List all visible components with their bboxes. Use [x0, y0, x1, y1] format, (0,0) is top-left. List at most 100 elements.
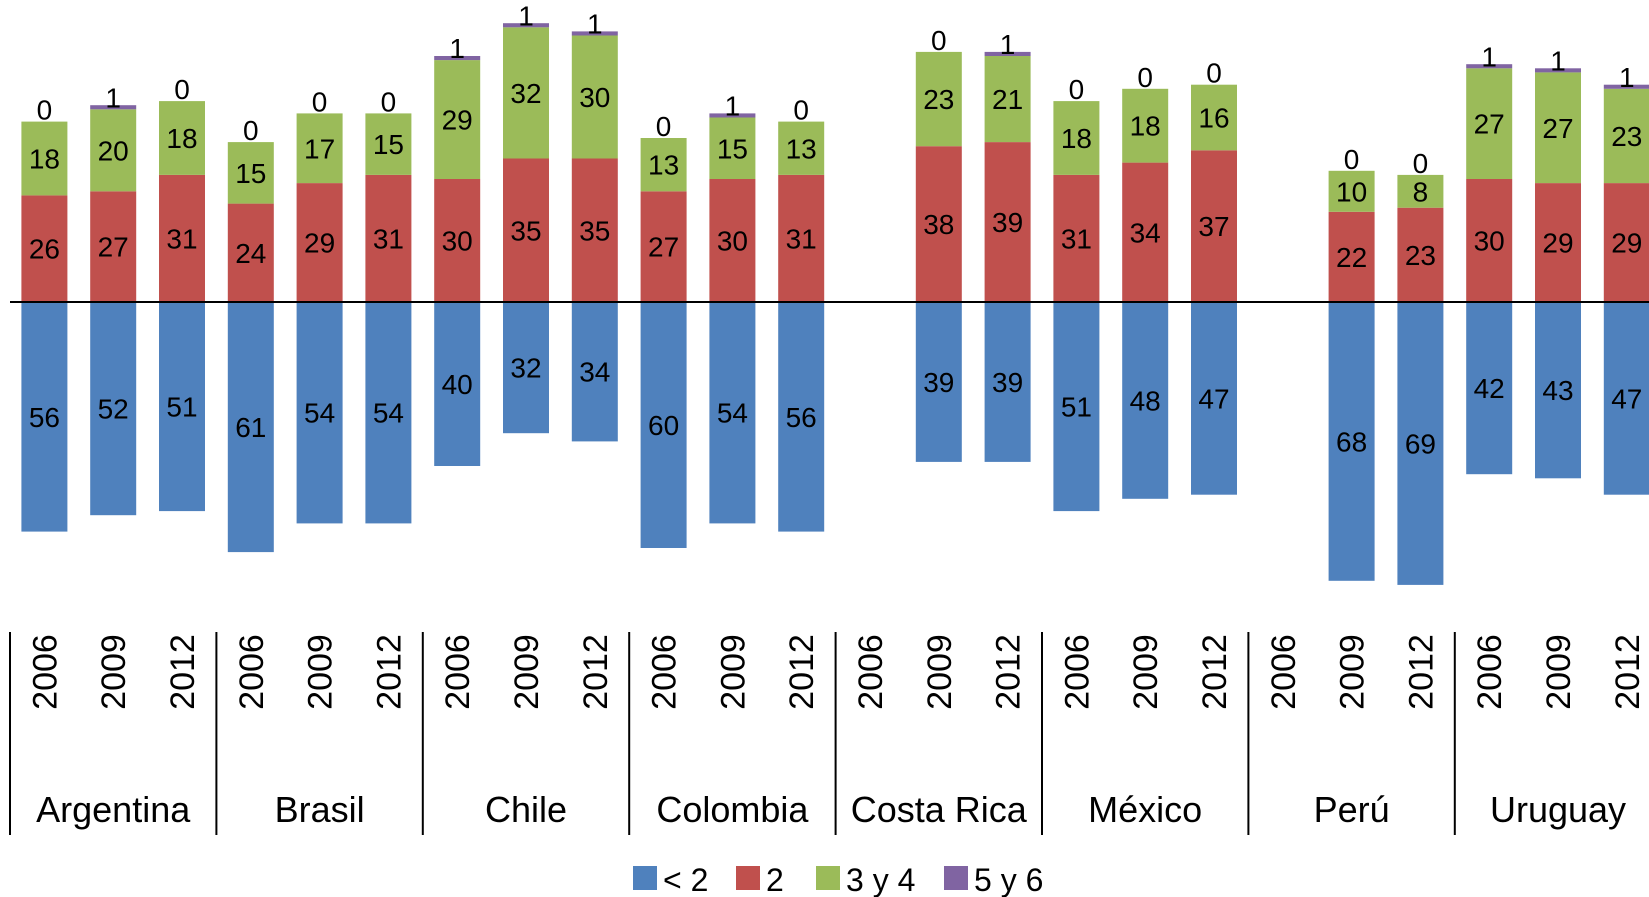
country-label-costa-rica: Costa Rica [851, 789, 1028, 830]
bar-uruguay-2006-2 [1466, 179, 1513, 302]
bar-colombia-2009-2 [709, 179, 756, 302]
year-label-chile-2009: 2009 [508, 634, 546, 710]
value-label-colombia-2006-2: 27 [648, 232, 679, 263]
bar-uruguay-2009-3y4 [1535, 72, 1581, 184]
value-label-argentina-2009-3y4: 20 [98, 135, 129, 166]
bar-argentina-2009-3y4 [90, 109, 137, 192]
value-label-mexico-2009-lt2: 48 [1130, 385, 1161, 416]
year-label-mexico-2006: 2006 [1058, 634, 1096, 710]
value-label-mexico-2012-2: 37 [1198, 211, 1229, 242]
value-label-peru-2009-5y6: 0 [1344, 144, 1360, 175]
year-label-mexico-2012: 2012 [1196, 634, 1234, 710]
value-label-argentina-2012-3y4: 18 [166, 123, 197, 154]
value-label-uruguay-2012-lt2: 47 [1611, 383, 1642, 414]
bar-costa-rica-2012-2 [984, 142, 1031, 302]
value-label-costa-rica-2012-2: 39 [992, 207, 1023, 238]
value-label-chile-2009-5y6: 1 [518, 0, 534, 31]
country-label-uruguay: Uruguay [1490, 789, 1626, 830]
legend-swatch-2 [736, 866, 760, 890]
bar-argentina-2009-5y6 [90, 105, 137, 110]
bar-chile-2009-5y6 [503, 23, 549, 28]
year-label-peru-2012: 2012 [1402, 634, 1440, 710]
value-label-chile-2009-lt2: 32 [510, 353, 541, 384]
bar-argentina-2006-2 [21, 195, 68, 302]
value-label-peru-2009-2: 22 [1336, 242, 1367, 273]
bar-colombia-2009-lt2 [709, 302, 756, 524]
category-axis: 2006 2009 2012 Argentina 2006 2009 2012 Brasil 2… [9, 632, 1647, 835]
year-label-colombia-2012: 2012 [783, 634, 821, 710]
value-label-uruguay-2009-5y6: 1 [1550, 45, 1566, 76]
bar-mexico-2009-3y4 [1122, 88, 1169, 163]
bar-brasil-2012-2 [365, 174, 412, 302]
value-label-peru-2012-2: 23 [1405, 240, 1436, 271]
value-labels-layer: 5626180522720151311806124150542917054311… [29, 0, 1643, 459]
bar-colombia-2006-lt2 [640, 302, 687, 548]
country-label-argentina: Argentina [36, 789, 191, 830]
bar-uruguay-2012-3y4 [1603, 88, 1649, 184]
bar-chile-2006-2 [434, 179, 481, 302]
bar-mexico-2012-3y4 [1191, 84, 1237, 151]
value-label-colombia-2012-2: 31 [786, 223, 817, 254]
bar-argentina-2012-3y4 [159, 101, 205, 175]
bar-chile-2006-5y6 [434, 56, 481, 61]
value-label-mexico-2006-5y6: 0 [1069, 74, 1085, 105]
year-label-colombia-2009: 2009 [714, 634, 752, 710]
value-label-mexico-2012-5y6: 0 [1206, 58, 1222, 89]
value-label-argentina-2006-2: 26 [29, 234, 60, 265]
bar-colombia-2009-3y4 [709, 117, 756, 179]
year-label-costa-rica-2006: 2006 [852, 634, 890, 710]
value-label-argentina-2006-lt2: 56 [29, 402, 60, 433]
value-label-brasil-2006-3y4: 15 [235, 158, 266, 189]
bar-uruguay-2009-2 [1535, 183, 1581, 302]
value-label-costa-rica-2009-3y4: 23 [923, 84, 954, 115]
value-label-brasil-2006-5y6: 0 [243, 115, 259, 146]
bar-brasil-2009-3y4 [296, 113, 343, 184]
year-label-argentina-2012: 2012 [164, 634, 202, 710]
value-label-peru-2012-5y6: 0 [1413, 148, 1429, 179]
value-label-mexico-2009-5y6: 0 [1137, 62, 1153, 93]
bar-brasil-2009-2 [296, 183, 343, 302]
value-label-colombia-2006-5y6: 0 [656, 111, 672, 142]
value-label-costa-rica-2009-lt2: 39 [923, 367, 954, 398]
year-label-chile-2012: 2012 [577, 634, 615, 710]
bar-chile-2006-3y4 [434, 60, 481, 179]
value-label-chile-2006-5y6: 1 [449, 33, 465, 64]
bar-colombia-2012-lt2 [778, 302, 825, 532]
bar-uruguay-2009-lt2 [1535, 302, 1581, 479]
value-label-brasil-2012-3y4: 15 [373, 129, 404, 160]
bar-chile-2009-2 [503, 158, 549, 302]
bar-argentina-2012-lt2 [159, 302, 205, 512]
year-label-costa-rica-2009: 2009 [921, 634, 959, 710]
bar-mexico-2009-lt2 [1122, 302, 1169, 499]
value-label-brasil-2009-3y4: 17 [304, 133, 335, 164]
bar-peru-2012-3y4 [1397, 174, 1444, 208]
value-label-peru-2012-3y4: 8 [1413, 176, 1429, 207]
bar-argentina-2006-3y4 [21, 121, 68, 196]
value-label-chile-2006-lt2: 40 [442, 369, 473, 400]
bar-uruguay-2006-5y6 [1466, 64, 1513, 69]
value-label-costa-rica-2012-lt2: 39 [992, 367, 1023, 398]
legend-label-lt2: < 2 [663, 862, 708, 897]
bar-mexico-2006-2 [1053, 174, 1100, 302]
year-label-brasil-2012: 2012 [370, 634, 408, 710]
value-label-chile-2006-3y4: 29 [442, 105, 473, 136]
bar-argentina-2009-2 [90, 191, 137, 302]
bar-chile-2009-3y4 [503, 27, 549, 159]
year-label-argentina-2009: 2009 [95, 634, 133, 710]
bar-colombia-2006-3y4 [640, 138, 687, 192]
bar-chile-2012-lt2 [571, 302, 618, 442]
bar-uruguay-2012-2 [1603, 183, 1649, 302]
bar-mexico-2006-3y4 [1053, 101, 1100, 175]
year-label-chile-2006: 2006 [439, 634, 477, 710]
value-label-costa-rica-2012-5y6: 1 [1000, 29, 1016, 60]
bar-uruguay-2012-5y6 [1603, 84, 1649, 89]
bar-mexico-2009-2 [1122, 162, 1169, 302]
value-label-uruguay-2012-3y4: 23 [1611, 121, 1642, 152]
bar-costa-rica-2009-3y4 [915, 51, 962, 147]
bar-argentina-2006-lt2 [21, 302, 68, 532]
bar-uruguay-2006-3y4 [1466, 68, 1513, 179]
value-label-brasil-2006-lt2: 61 [235, 412, 266, 443]
value-label-mexico-2012-3y4: 16 [1198, 103, 1229, 134]
legend-label-5y6: 5 y 6 [974, 862, 1043, 897]
